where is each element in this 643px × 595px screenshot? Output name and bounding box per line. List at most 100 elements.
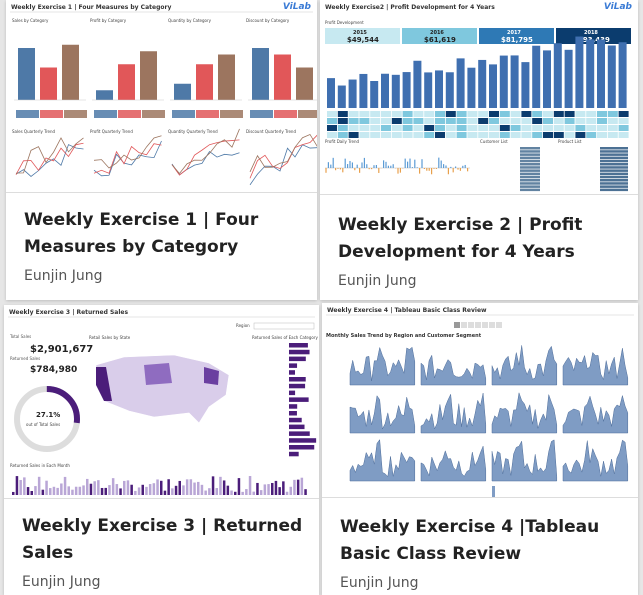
card-author[interactable]: Eunjin Jung [24, 268, 103, 284]
month-bar [82, 485, 85, 495]
trend-title: Profit Quarterly Trend [90, 129, 133, 134]
subtitle: Monthly Sales Trend by Region and Custom… [326, 333, 482, 339]
month-bar [278, 487, 281, 495]
list-bar [520, 147, 540, 150]
list-bar [520, 169, 540, 172]
heat-cell [456, 132, 467, 138]
month-bar [348, 79, 357, 108]
month-bar [130, 484, 133, 495]
strip-cell [118, 110, 141, 118]
donut-caption: out of Total Sales [26, 422, 60, 427]
month-bar [259, 490, 263, 495]
strip-cell [40, 110, 63, 118]
month-bar [337, 85, 346, 108]
category-bar [289, 411, 297, 416]
month-bar [156, 479, 159, 495]
heat-cell [586, 111, 597, 117]
month-bar [478, 59, 487, 108]
category-bar [289, 363, 298, 368]
card-title[interactable]: Weekly Exercise 3 | Returned Sales [22, 516, 303, 563]
month-bar [285, 491, 289, 495]
month-bar [134, 490, 137, 495]
heat-cell [413, 118, 424, 124]
card-exercise-1[interactable]: Weekly Exercise 1 | Four Measures by Cat… [6, 0, 317, 300]
card-exercise-3[interactable]: Weekly Exercise 3 | Returned Sales Regio… [4, 305, 319, 595]
heat-cell [467, 125, 478, 131]
list-bar [600, 179, 628, 182]
month-bar [564, 49, 573, 108]
month-bar [86, 478, 89, 495]
list-bar [520, 156, 540, 160]
strip-cell [16, 110, 39, 118]
year-header [556, 28, 631, 44]
month-bar [532, 45, 541, 108]
month-bar [402, 72, 411, 108]
heat-cell [499, 132, 510, 138]
thumbnail-exercise-1[interactable]: Weekly Exercise 1 | Four Measures by Cat… [6, 0, 317, 193]
month-bar [237, 478, 241, 495]
month-bar [30, 490, 33, 495]
strip-cell [298, 110, 317, 118]
heat-cell [327, 118, 337, 124]
area-series [349, 438, 416, 482]
heat-cell [532, 125, 543, 131]
card-author[interactable]: Eunjin Jung [338, 273, 417, 289]
year-value: $61,619 [424, 36, 456, 44]
thumbnail-exercise-3[interactable]: Weekly Exercise 3 | Returned Sales Regio… [4, 305, 319, 499]
card-author[interactable]: Eunjin Jung [22, 574, 101, 590]
month-bar [189, 479, 193, 495]
month-bar [49, 488, 52, 495]
list-bar [600, 159, 628, 163]
area-series [562, 395, 629, 434]
heat-cell [478, 118, 489, 124]
card-title[interactable]: Weekly Exercise 2 | Profit Development f… [338, 215, 583, 262]
heat-cell [564, 125, 575, 131]
heat-cell [327, 132, 337, 138]
area-series [491, 392, 558, 434]
month-bar [171, 488, 174, 495]
card-author[interactable]: Eunjin Jung [340, 575, 419, 591]
year-value: $49,544 [347, 36, 379, 44]
year-label: 2015 [353, 30, 367, 36]
thumbnail-exercise-2[interactable]: Weekly Exercise2 | Profit Development fo… [320, 0, 638, 195]
card-title[interactable]: Weekly Exercise 1 | Four Measures by Cat… [24, 210, 259, 257]
month-bar [296, 479, 300, 495]
heat-cell [337, 111, 348, 117]
category-bar [289, 451, 299, 457]
category-bar [62, 44, 79, 100]
trend-title: Sales Quarterly Trend [12, 129, 56, 134]
heat-cell [370, 118, 381, 124]
heat-cell [532, 132, 543, 138]
category-bar [289, 438, 317, 443]
card-exercise-4[interactable]: Weekly Exercise 4 | Tableau Basic Class … [322, 303, 638, 595]
month-bar [222, 480, 226, 495]
category-bar [289, 343, 308, 348]
heat-cell [467, 132, 478, 138]
heat-cell [499, 111, 510, 117]
month-bar [267, 484, 270, 495]
heat-cell [413, 132, 424, 138]
heat-cell [413, 125, 424, 131]
month-bar [256, 482, 259, 495]
page-tab [461, 322, 467, 328]
heat-cell [564, 132, 575, 138]
month-bar [160, 480, 163, 495]
thumbnail-title: Weekly Exercise2 | Profit Development fo… [325, 4, 495, 11]
heat-cell [597, 118, 607, 124]
month-bar [521, 62, 530, 108]
list-bar [600, 182, 628, 185]
month-bar [52, 486, 56, 495]
heat-cell [575, 118, 586, 124]
heat-cell [402, 132, 413, 138]
area-series [349, 346, 416, 386]
month-bar [234, 491, 237, 495]
dashboard-preview: Sales by Category Sales Quarterly Trend Pr… [10, 11, 317, 186]
heat-cell [553, 118, 564, 124]
card-exercise-2[interactable]: Weekly Exercise2 | Profit Development fo… [320, 0, 638, 300]
heat-cell [359, 125, 370, 131]
card-title[interactable]: Weekly Exercise 4 |Tableau Basic Class R… [340, 517, 600, 564]
month-bar [63, 476, 67, 495]
thumbnail-exercise-4[interactable]: Weekly Exercise 4 | Tableau Basic Class … [322, 303, 638, 498]
month-bar [327, 78, 335, 108]
